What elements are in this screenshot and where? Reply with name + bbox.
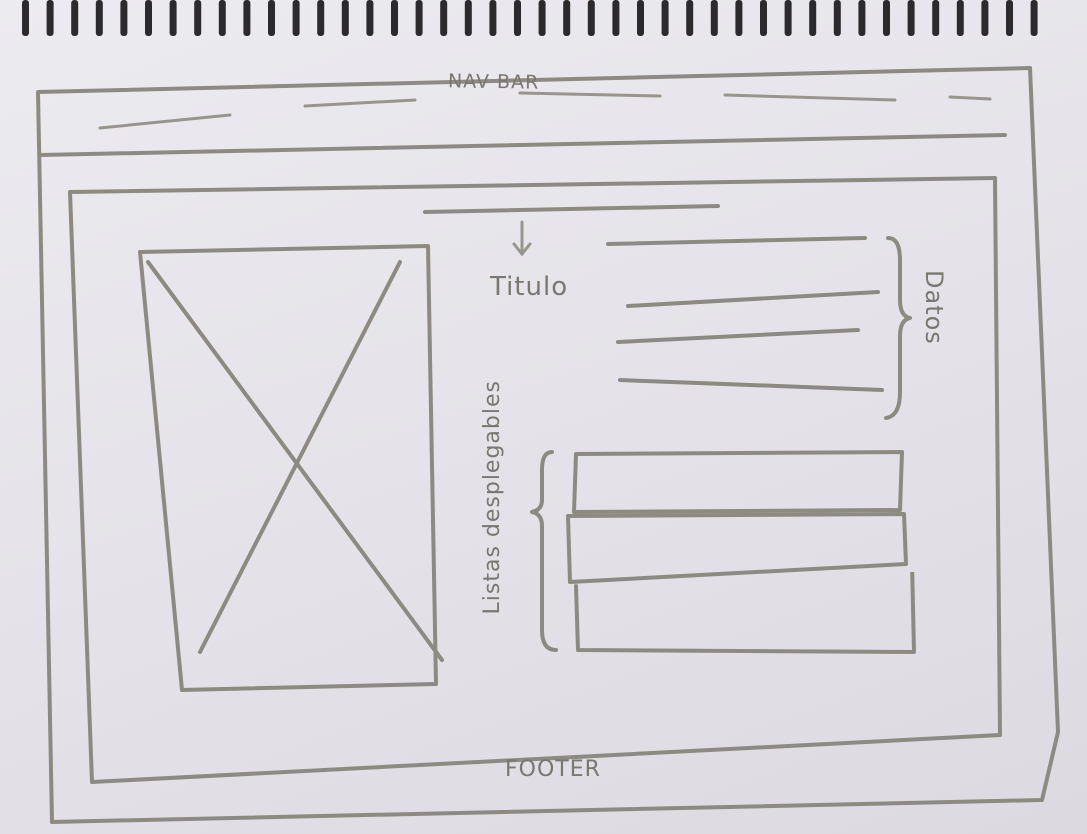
data-brace (884, 236, 912, 420)
data-label: Datos (920, 270, 948, 345)
title-arrow (512, 220, 532, 257)
spiral-coil (71, 0, 79, 36)
spiral-coil (907, 0, 915, 36)
spiral-coil (710, 0, 718, 36)
spiral-coil (612, 0, 620, 36)
spiral-coil (440, 0, 448, 36)
image-placeholder-cross-2 (198, 260, 402, 654)
spiral-coil (95, 0, 103, 36)
spiral-coil (538, 0, 546, 36)
spiral-coil (218, 0, 226, 36)
image-placeholder-cross-1 (146, 260, 444, 662)
spiral-coil (883, 0, 890, 36)
spiral-coil (956, 0, 964, 36)
navbar-label: NAV BAR (447, 70, 540, 94)
spiral-coil (1030, 0, 1038, 36)
spiral-coil (268, 0, 275, 36)
spiral-coil (194, 0, 202, 36)
spiral-coil (120, 0, 128, 36)
spiral-coil (981, 0, 989, 36)
navbar-link-4 (723, 93, 897, 102)
page-frame (36, 66, 1060, 824)
spiral-coil (341, 0, 349, 36)
spiral-coil (464, 0, 472, 36)
spiral-coil (858, 0, 866, 36)
spiral-coil (661, 0, 669, 36)
spiral-coil (1006, 0, 1013, 36)
navbar-link-5 (948, 95, 992, 101)
spiral-coil (243, 0, 251, 36)
dropdown-list-1[interactable] (566, 444, 911, 519)
data-line-4 (618, 378, 884, 392)
dropdown-brace (530, 450, 558, 652)
spiral-coil (563, 0, 571, 36)
navbar-link-3 (518, 91, 662, 98)
spiral-coil (489, 0, 497, 36)
spiral-coil (46, 0, 54, 36)
spiral-coil (760, 0, 767, 36)
spiral-coil (587, 0, 595, 36)
spiral-coil (292, 0, 300, 36)
spiral-coil (514, 0, 521, 36)
title-line (423, 204, 720, 214)
spiral-coil (686, 0, 694, 36)
spiral-coil (637, 0, 644, 36)
spiral-coil (317, 0, 325, 36)
title-label: Titulo (490, 272, 569, 302)
footer-label: FOOTER (505, 757, 601, 782)
dropdown-list-3[interactable] (566, 572, 926, 662)
spiral-coil (145, 0, 152, 36)
spiral-coil (809, 0, 817, 36)
spiral-coil (415, 0, 423, 36)
spiral-coil (366, 0, 374, 36)
spiral-coil (391, 0, 398, 36)
navbar-link-1 (98, 113, 232, 130)
navbar-link-2 (303, 98, 417, 108)
spiral-coil (833, 0, 841, 36)
dropdown-label: Listas desplegables (480, 380, 505, 615)
spiral-coil (784, 0, 792, 36)
spiral-coil (735, 0, 743, 36)
dropdown-list-2[interactable] (560, 508, 915, 592)
image-placeholder (138, 244, 444, 692)
navbar-divider (38, 133, 1007, 157)
data-line-1 (606, 236, 867, 246)
spiral-coil (169, 0, 177, 36)
data-line-2 (626, 290, 880, 308)
spiral-binding (22, 0, 1038, 36)
data-line-3 (616, 328, 860, 344)
spiral-coil (932, 0, 940, 36)
content-frame (68, 176, 1002, 784)
spiral-coil (22, 0, 29, 36)
